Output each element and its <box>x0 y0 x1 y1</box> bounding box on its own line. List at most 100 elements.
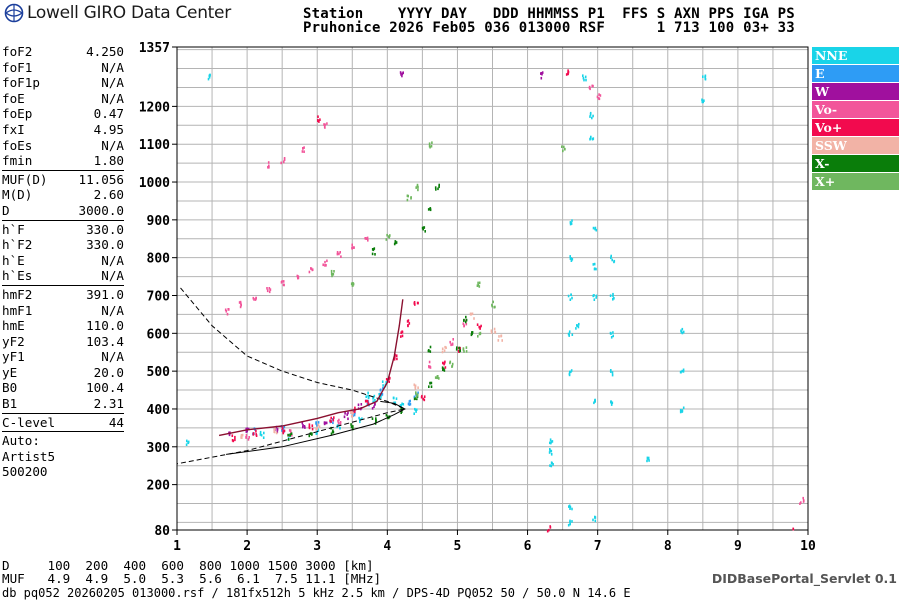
data-point <box>610 332 612 335</box>
param-label: M(D) <box>2 187 33 203</box>
data-point <box>268 166 270 169</box>
data-point <box>339 421 342 424</box>
data-point <box>255 434 258 437</box>
data-point <box>423 395 426 398</box>
legend-item: Vo- <box>812 101 899 118</box>
x-tick-label: 4 <box>383 539 391 554</box>
data-point <box>394 240 397 243</box>
data-point <box>262 436 265 439</box>
data-point <box>612 292 614 296</box>
data-point <box>332 430 335 434</box>
data-point <box>297 276 299 280</box>
data-point <box>568 505 570 508</box>
data-point <box>465 346 468 349</box>
param-value: 4.250 <box>86 44 124 59</box>
data-point <box>248 436 250 439</box>
data-point <box>471 312 474 316</box>
data-point <box>228 433 231 437</box>
param-label: h`E <box>2 252 25 268</box>
data-point <box>443 349 446 352</box>
data-point <box>477 335 479 338</box>
data-point <box>253 298 255 301</box>
data-point <box>588 86 591 90</box>
data-point <box>458 350 460 353</box>
data-point <box>322 263 324 267</box>
data-point <box>393 242 396 246</box>
param-value: 103.4 <box>86 333 124 349</box>
param-value: N/A <box>101 252 124 268</box>
data-point <box>681 410 684 413</box>
data-point <box>594 516 597 519</box>
data-point <box>316 432 318 435</box>
data-point <box>308 270 311 274</box>
data-point <box>492 300 494 304</box>
data-point <box>568 334 570 337</box>
data-point <box>367 391 369 395</box>
data-point <box>592 84 594 88</box>
data-point <box>240 434 243 437</box>
data-point <box>428 142 431 145</box>
data-point <box>465 350 468 353</box>
data-point <box>576 324 578 327</box>
data-point <box>549 448 551 451</box>
data-point <box>364 399 367 403</box>
data-point <box>478 281 481 285</box>
data-point <box>550 464 553 468</box>
param-value: 3000.0 <box>78 202 125 218</box>
y-tick-label: 80 <box>154 524 170 539</box>
data-point <box>408 403 411 406</box>
data-point <box>415 410 417 413</box>
data-point <box>568 504 571 508</box>
data-point <box>373 405 375 408</box>
data-point <box>434 186 437 189</box>
param-label: yE <box>2 364 18 380</box>
data-point <box>209 74 211 77</box>
data-point <box>378 393 380 396</box>
data-point <box>592 137 595 140</box>
data-point <box>430 385 433 388</box>
data-point <box>339 426 341 430</box>
data-point <box>414 385 416 389</box>
data-point <box>325 421 327 425</box>
data-point <box>304 426 306 429</box>
param-row: foEs N/A <box>2 138 124 154</box>
data-point <box>550 441 552 445</box>
legend-item: Vo+ <box>812 119 899 136</box>
param-row: foF2 4.250 <box>2 44 124 60</box>
data-point <box>338 423 340 427</box>
data-point <box>366 399 369 403</box>
param-label: foF1 <box>2 59 33 75</box>
data-point <box>567 72 569 76</box>
y-tick-label: 1357 <box>139 41 170 56</box>
data-point <box>275 431 278 435</box>
param-row: foE N/A <box>2 91 124 107</box>
data-point <box>569 370 571 374</box>
param-divider <box>2 219 124 221</box>
station-header-values: Pruhonice 2026 Feb05 036 013000 RSF 1 71… <box>303 20 795 36</box>
data-point <box>582 74 584 77</box>
data-point <box>571 258 574 261</box>
data-point <box>386 233 388 237</box>
data-point <box>445 346 447 349</box>
data-point <box>479 327 481 330</box>
auto-info-line: Artist5 <box>2 448 56 464</box>
data-point <box>359 418 361 421</box>
data-point <box>569 507 571 510</box>
data-point <box>332 418 335 422</box>
data-point <box>802 496 804 500</box>
x-tick-label: 8 <box>664 539 672 554</box>
param-row: M(D) 2.60 <box>2 187 124 203</box>
data-point <box>592 114 594 118</box>
y-tick-label: 900 <box>147 214 171 229</box>
param-label: hmE <box>2 318 25 334</box>
data-point <box>315 421 317 424</box>
data-point <box>400 407 403 410</box>
data-point <box>549 464 551 467</box>
data-point <box>569 522 571 526</box>
data-point <box>682 370 685 373</box>
data-point <box>337 422 340 425</box>
param-value: 100.4 <box>86 380 124 396</box>
data-point <box>224 308 227 312</box>
data-point <box>429 207 431 210</box>
